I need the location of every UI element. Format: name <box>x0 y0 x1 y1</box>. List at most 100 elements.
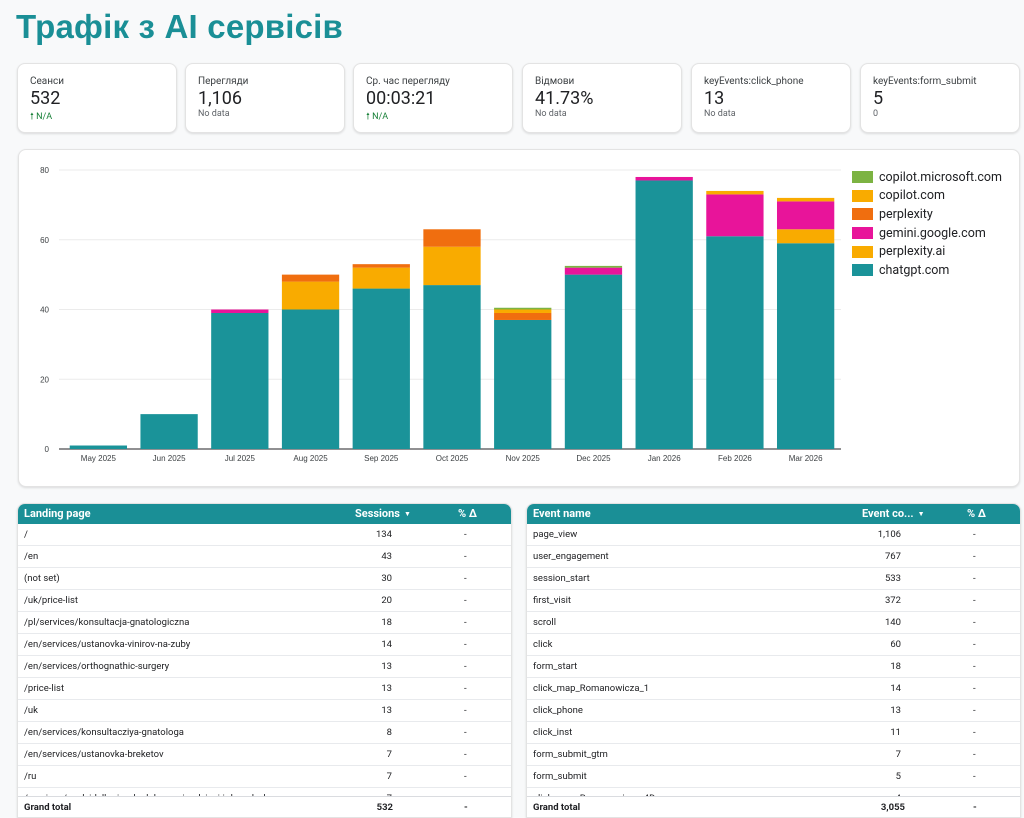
legend-item[interactable]: copilot.microsoft.com <box>852 168 1002 187</box>
table-row[interactable]: click_map_Romanowicza_1 14 - <box>527 678 1020 700</box>
bar-segment-chatgpt-com[interactable] <box>69 445 128 449</box>
bar-segment-chatgpt-com[interactable] <box>140 414 198 449</box>
table-row[interactable]: /ru 7 - <box>18 766 511 788</box>
grand-total-label: Grand total <box>24 802 72 813</box>
table-row[interactable]: form_start 18 - <box>527 656 1020 678</box>
table-row[interactable]: /en/services/orthognathic-surgery 13 - <box>18 656 511 678</box>
column-header-delta[interactable]: % Δ <box>458 507 477 520</box>
table-row[interactable]: click_inst 11 - <box>527 722 1020 744</box>
bar-segment-perplexity[interactable] <box>281 274 340 282</box>
sort-desc-icon[interactable]: ▼ <box>917 510 925 518</box>
table-row[interactable]: click 60 - <box>527 634 1020 656</box>
cell-delta: - <box>973 771 976 782</box>
event-table[interactable]: Event name Event co... ▼ % Δ page_view 1,1… <box>526 503 1021 818</box>
table-grand-total: Grand total 3,055 - <box>527 796 1020 817</box>
table-row[interactable]: / 134 - <box>18 524 511 546</box>
cell-delta: - <box>464 749 467 760</box>
bar-segment-perplexity[interactable] <box>423 229 481 247</box>
bar-segment-chatgpt-com[interactable] <box>776 243 835 449</box>
y-tick-label: 20 <box>40 375 49 384</box>
table-row[interactable]: /services/wedzidelko-jezyka-lub-wargi-u-… <box>18 788 511 798</box>
bar-segment-perplexity[interactable] <box>352 264 410 268</box>
legend-item[interactable]: perplexity.ai <box>852 242 1002 261</box>
table-row[interactable]: session_start 533 - <box>527 568 1020 590</box>
legend-label: chatgpt.com <box>879 262 950 278</box>
bar-segment-chatgpt-com[interactable] <box>211 312 269 449</box>
cell-delta: - <box>464 705 467 716</box>
cell-page: /en/services/konsultacziya-gnatologa <box>24 727 184 738</box>
table-row[interactable]: page_view 1,106 - <box>527 524 1020 546</box>
legend-item[interactable]: perplexity <box>852 205 1002 224</box>
table-row[interactable]: /uk/price-list 20 - <box>18 590 511 612</box>
bar-segment-chatgpt-com[interactable] <box>564 274 623 449</box>
bar-segment-copilot-microsoft-com[interactable] <box>494 307 552 310</box>
bar-segment-perplexity-ai[interactable] <box>776 229 835 244</box>
cell-name: click_inst <box>533 727 573 738</box>
bar-segment-copilot-com[interactable] <box>776 197 835 202</box>
legend-item[interactable]: gemini.google.com <box>852 224 1002 243</box>
bar-segment-chatgpt-com[interactable] <box>706 236 764 449</box>
kpi-card-views[interactable]: Перегляди 1,106 No data <box>185 63 345 133</box>
bar-segment-chatgpt-com[interactable] <box>494 319 552 449</box>
bar-segment-chatgpt-com[interactable] <box>352 288 410 449</box>
kpi-card-click-phone[interactable]: keyEvents:click_phone 13 No data <box>691 63 851 133</box>
kpi-card-form-submit[interactable]: keyEvents:form_submit 5 0 <box>860 63 1020 133</box>
table-row[interactable]: /en/services/ustanovka-breketov 7 - <box>18 744 511 766</box>
table-row[interactable]: /en/services/konsultacziya-gnatologa 8 - <box>18 722 511 744</box>
cell-page: (not set) <box>24 573 60 584</box>
stacked-bar-chart[interactable]: 0 20 40 60 80 May 2025 Jun 2025 Jul 2025 Aug 202… <box>19 150 1020 487</box>
bar-segment-perplexity-ai[interactable] <box>423 246 481 286</box>
bar-segment-gemini-google-com[interactable] <box>776 201 835 230</box>
bar-segment-copilot-com[interactable] <box>706 190 764 195</box>
kpi-value: 13 <box>704 88 725 109</box>
cell-delta: - <box>973 683 976 694</box>
table-row[interactable]: user_engagement 767 - <box>527 546 1020 568</box>
bar-segment-perplexity[interactable] <box>494 312 552 320</box>
cell-sessions: 13 <box>381 683 392 694</box>
column-header-landing-page[interactable]: Landing page <box>24 507 91 520</box>
table-row[interactable]: /en 43 - <box>18 546 511 568</box>
cell-page: /price-list <box>24 683 65 694</box>
table-row[interactable]: /price-list 13 - <box>18 678 511 700</box>
table-row[interactable]: click_phone 13 - <box>527 700 1020 722</box>
kpi-value: 532 <box>30 88 61 109</box>
bar-segment-perplexity-ai[interactable] <box>352 267 410 289</box>
y-tick-label: 0 <box>45 445 50 454</box>
cell-page: /ru <box>24 771 37 782</box>
legend-item[interactable]: copilot.com <box>852 187 1002 206</box>
table-row[interactable]: form_submit_gtm 7 - <box>527 744 1020 766</box>
cell-count: 1,106 <box>877 529 901 540</box>
cell-sessions: 18 <box>381 617 392 628</box>
traffic-chart-card[interactable]: 0 20 40 60 80 May 2025 Jun 2025 Jul 2025 Aug 202… <box>18 149 1020 487</box>
bar-segment-gemini-google-com[interactable] <box>211 309 269 313</box>
bar-segment-chatgpt-com[interactable] <box>635 180 693 449</box>
landing-page-table[interactable]: Landing page Sessions ▼ % Δ /134-/en 43- (n… <box>17 503 512 818</box>
bar-segment-gemini-google-com[interactable] <box>564 267 623 275</box>
column-header-sessions[interactable]: Sessions ▼ <box>355 507 411 520</box>
bar-segment-perplexity-ai[interactable] <box>281 281 340 310</box>
column-header-delta[interactable]: % Δ <box>967 507 986 520</box>
table-row[interactable]: first_visit 372 - <box>527 590 1020 612</box>
table-row[interactable]: click_map_Romanowicza_4D 4 - <box>527 788 1020 798</box>
bar-segment-chatgpt-com[interactable] <box>423 285 481 449</box>
table-row[interactable]: /en/services/ustanovka-vinirov-na-zuby 14… <box>18 634 511 656</box>
bar-segment-copilot-microsoft-com[interactable] <box>564 265 623 268</box>
bar-segment-chatgpt-com[interactable] <box>281 309 340 450</box>
bar-segment-gemini-google-com[interactable] <box>635 176 693 181</box>
kpi-card-sessions[interactable]: Сеанси 532 🠕 N/A <box>17 63 177 133</box>
column-header-event-name[interactable]: Event name <box>533 507 591 520</box>
bar-segment-copilot-com[interactable] <box>494 309 552 313</box>
kpi-card-bounces[interactable]: Відмови 41.73% No data <box>522 63 682 133</box>
table-row[interactable]: form_submit 5 - <box>527 766 1020 788</box>
column-header-event-count[interactable]: Event co... ▼ <box>862 507 925 520</box>
bar-segment-gemini-google-com[interactable] <box>706 194 764 237</box>
table-row[interactable]: /uk 13 - <box>18 700 511 722</box>
cell-delta: - <box>973 551 976 562</box>
table-row[interactable]: /pl/services/konsultacja-gnatologiczna 18… <box>18 612 511 634</box>
table-row[interactable]: (not set) 30 - <box>18 568 511 590</box>
kpi-card-avg-time[interactable]: Ср. час перегляду 00:03:21 🠕 N/A <box>353 63 513 133</box>
table-row[interactable]: scroll 140 - <box>527 612 1020 634</box>
legend-item[interactable]: chatgpt.com <box>852 261 1002 280</box>
sort-desc-icon[interactable]: ▼ <box>403 510 411 518</box>
cell-sessions: 30 <box>381 573 392 584</box>
